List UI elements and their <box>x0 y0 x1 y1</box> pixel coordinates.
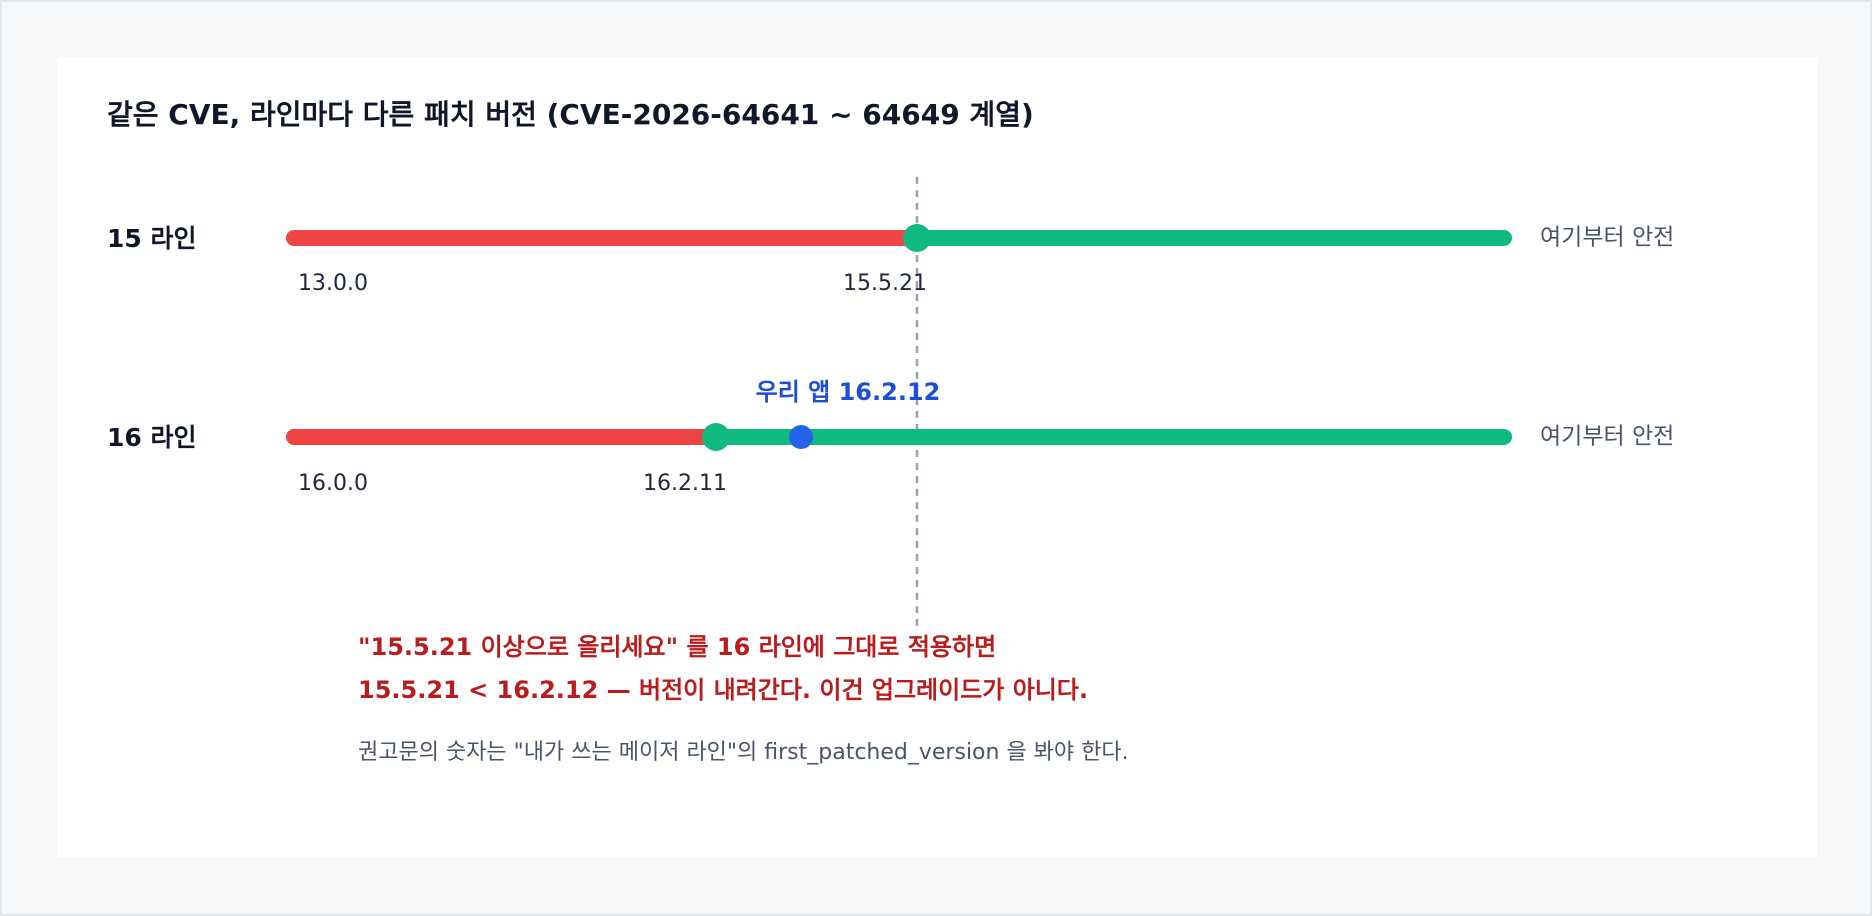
warning-note: 15.5.21 < 16.2.12 — 버전이 내려간다. 이건 업그레이드가 … <box>358 676 1088 704</box>
advice-note: 권고문의 숫자는 "내가 쓰는 메이저 라인"의 first_patched_v… <box>358 740 1129 765</box>
start-version: 13.0.0 <box>298 271 368 296</box>
patched-version: 15.5.21 <box>843 271 927 296</box>
row-label: 15 라인 <box>107 224 197 253</box>
card <box>57 57 1817 857</box>
patch-point <box>903 224 931 252</box>
safe-label: 여기부터 안전 <box>1540 424 1674 450</box>
start-version: 16.0.0 <box>298 471 368 496</box>
patch-point <box>702 423 730 451</box>
title: 같은 CVE, 라인마다 다른 패치 버전 (CVE-2026-64641 ~ … <box>107 98 1034 131</box>
safe-label: 여기부터 안전 <box>1540 225 1674 251</box>
patched-version: 16.2.11 <box>643 471 727 496</box>
app-point <box>789 425 813 449</box>
row-label: 16 라인 <box>107 423 197 452</box>
warning-note: "15.5.21 이상으로 올리세요" 를 16 라인에 그대로 적용하면 <box>358 633 996 661</box>
app-label: 우리 앱 16.2.12 <box>756 378 941 406</box>
